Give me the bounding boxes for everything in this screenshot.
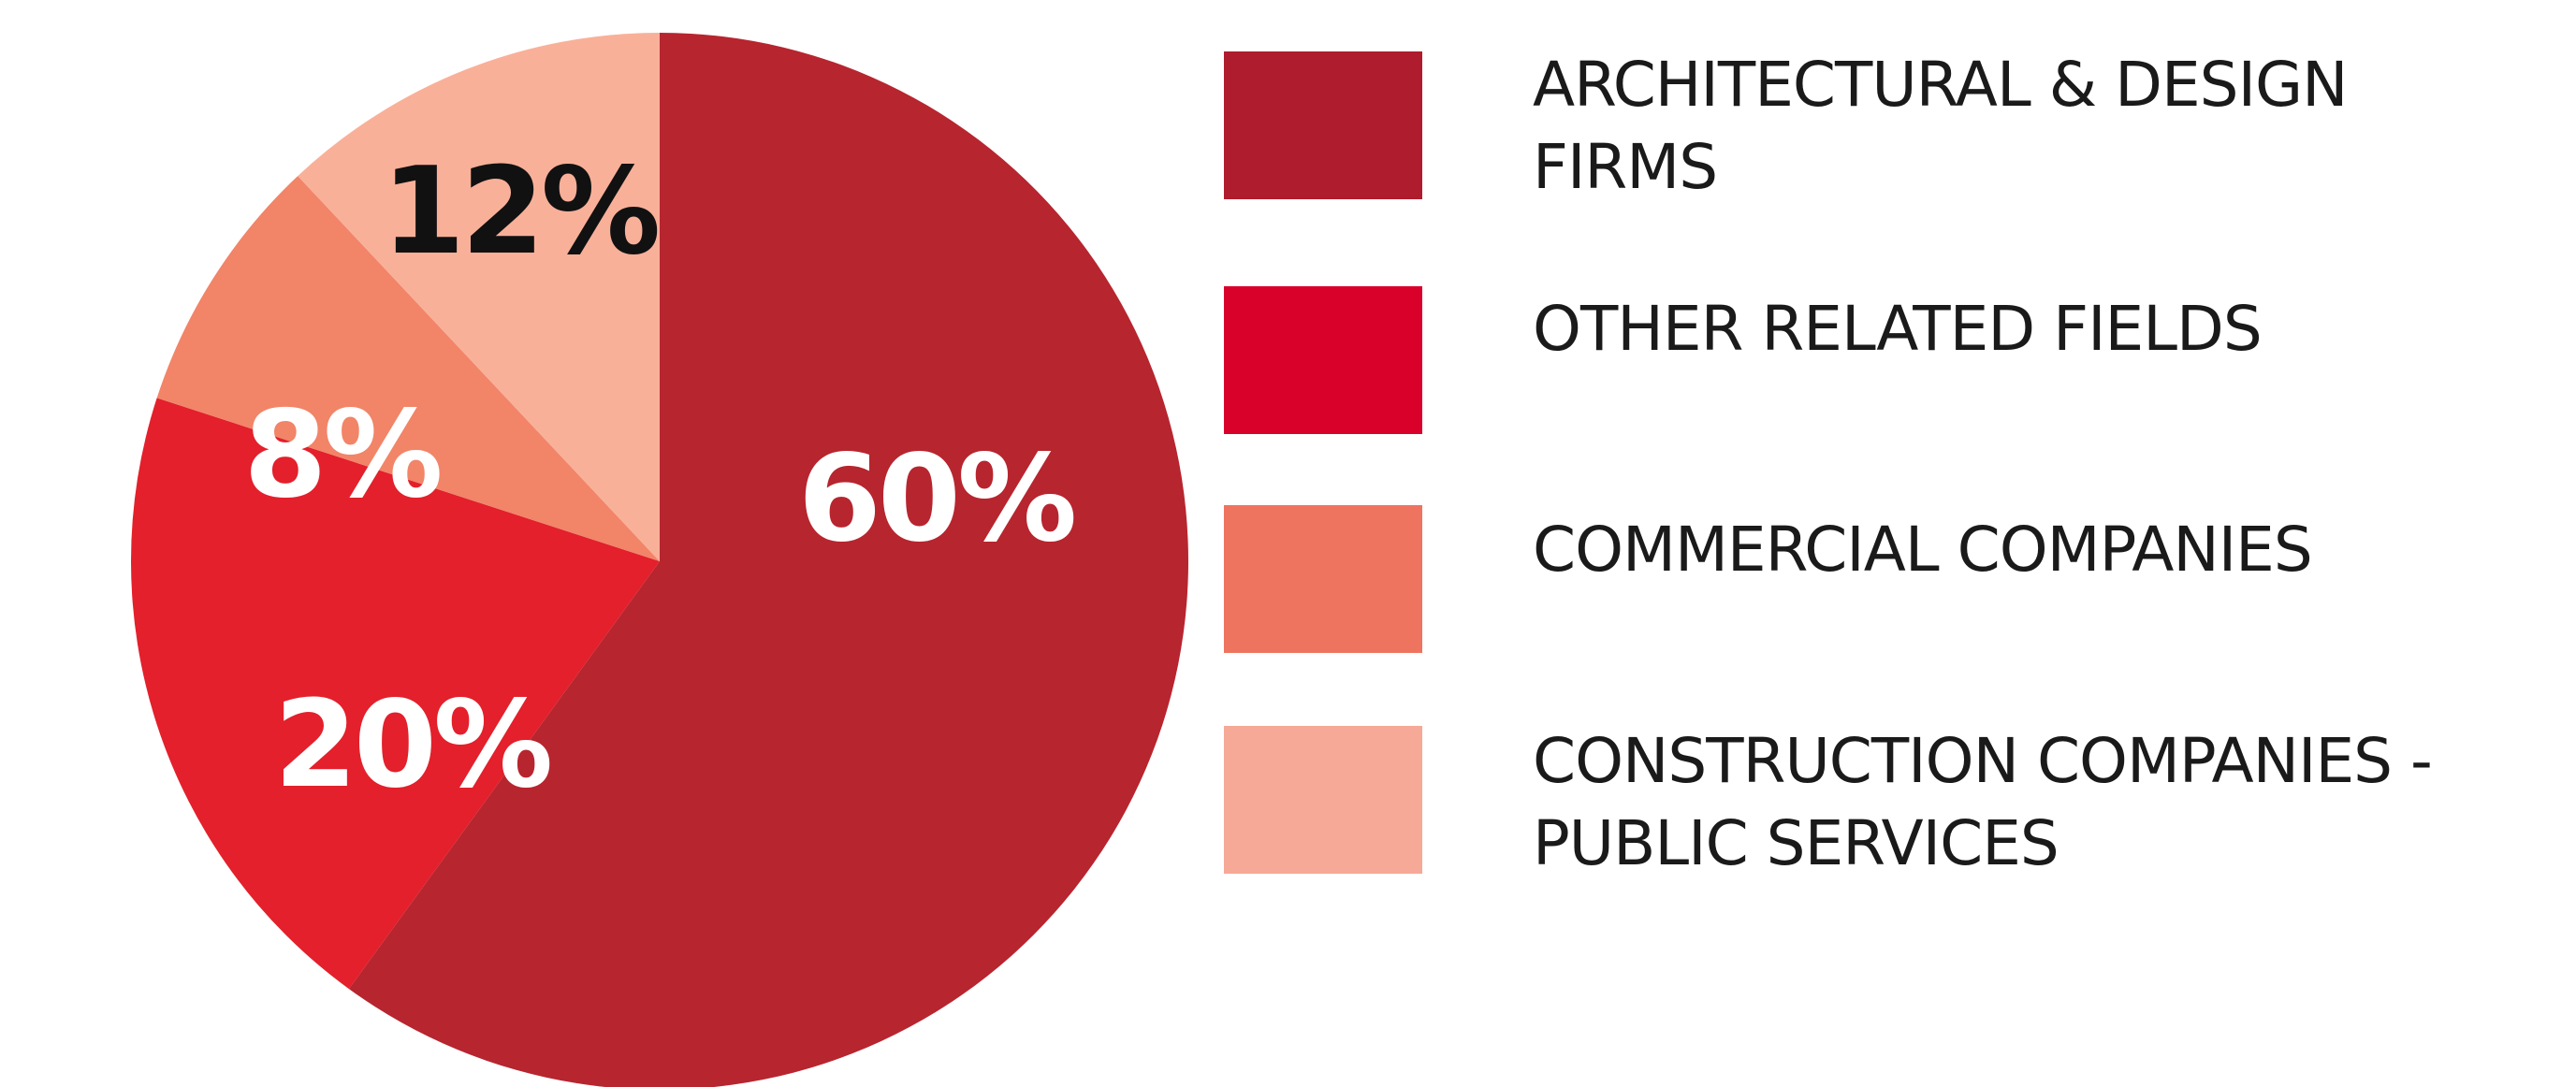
pie-slice-architectural [348,33,1189,1087]
slice-label-construction: 12% [382,142,658,282]
pie-slice-commercial [156,176,660,561]
legend-item-architectural: ARCHITECTURAL & DESIGN FIRMS [1224,49,2562,210]
pie-slice-construction [298,33,660,561]
legend-item-commercial: COMMERCIAL COMPANIES [1224,505,2562,664]
legend-item-other-related: OTHER RELATED FIELDS [1224,286,2562,445]
legend-label-construction: CONSTRUCTION COMPANIES - PUBLIC SERVICES [1533,725,2433,879]
legend-swatch-commercial [1224,505,1422,653]
legend-swatch-architectural [1224,51,1422,199]
slice-label-commercial: 8% [243,385,440,525]
pie-slices [131,33,1189,1087]
slice-label-other-related: 20% [274,675,550,815]
legend-label-other-related: OTHER RELATED FIELDS [1533,293,2263,365]
pie-slice-labels: 60% 20% 8% 12% [243,142,1078,815]
legend-label-commercial: COMMERCIAL COMPANIES [1533,514,2313,586]
legend-swatch-construction [1224,726,1422,874]
legend: ARCHITECTURAL & DESIGN FIRMS OTHER RELAT… [1224,0,2562,1087]
legend-label-architectural: ARCHITECTURAL & DESIGN FIRMS [1533,49,2349,203]
legend-swatch-other-related [1224,286,1422,434]
slice-label-architectural: 60% [798,429,1074,569]
pie-slice-other-related [131,398,660,990]
pie-chart: 60% 20% 8% 12% [131,33,1189,1087]
legend-item-construction: CONSTRUCTION COMPANIES - PUBLIC SERVICES [1224,725,2562,885]
